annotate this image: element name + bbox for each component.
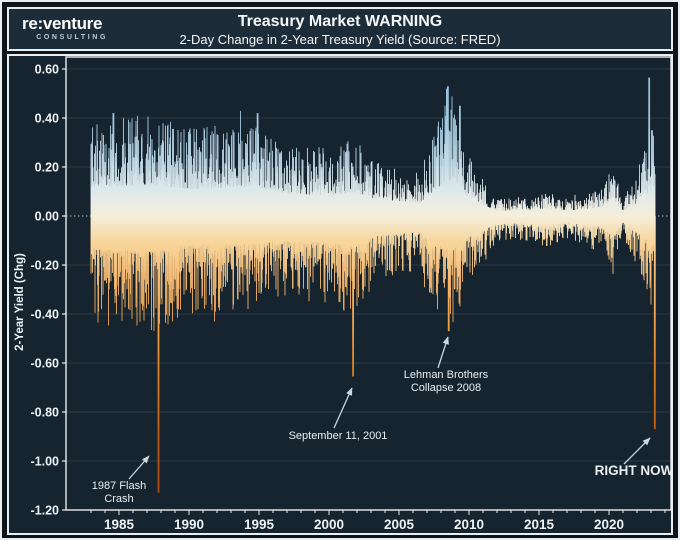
y-tick-label: -0.60 [31,357,60,371]
annotation-arrow [623,437,651,465]
y-tick-label: -1.00 [31,455,60,469]
brand-logo: re:venture CONSULTING [22,15,108,42]
annotation-arrow [333,387,353,429]
y-tick-label: 0.60 [35,63,59,77]
y-tick-label: 0.20 [35,161,59,175]
y-axis-label: 2-Year Yield (Chg) [14,253,26,351]
page-title: Treasury Market WARNING [237,13,443,30]
annotation-label: Lehman Brothers [404,369,489,381]
x-tick-label: 2005 [384,517,415,532]
y-tick-label: -1.20 [31,504,60,518]
event-spike-bars [112,77,656,493]
x-tick-label: 1990 [174,517,204,532]
title-block: Treasury Market WARNING 2-Day Change in … [9,12,671,48]
annotation-arrow [128,455,150,480]
brand-tagline: CONSULTING [36,34,108,41]
yield-change-bars [90,96,656,331]
page-subtitle: 2-Day Change in 2-Year Treasury Yield (S… [179,32,501,47]
annotation-label: Collapse 2008 [411,382,481,394]
annotation-label: September 11, 2001 [289,430,388,442]
annotation-arrow [437,336,449,369]
annotation-label: Crash [104,493,133,505]
x-tick-label: 2020 [594,517,624,532]
yield-chart: 0.60 0.40 0.20 0.00 -0.20 -0.40 -0.60 -0.80 -1.0… [14,56,671,532]
y-tick-label: -0.20 [31,259,60,273]
y-tick-label: -0.80 [31,406,60,420]
y-tick-label: 0.00 [35,210,59,224]
x-tick-label: 2000 [314,517,344,532]
annotation-label: 1987 Flash [92,480,146,492]
x-tick-label: 2010 [454,517,484,532]
brand-name: re:venture [22,14,103,33]
y-tick-label: -0.40 [31,308,60,322]
chart-panel: 0.60 0.40 0.20 0.00 -0.20 -0.40 -0.60 -0.80 -1.0… [7,54,673,535]
x-tick-label: 2015 [524,517,555,532]
plot-frame [65,56,671,511]
x-tick-label: 1995 [244,517,275,532]
annotation-label: RIGHT NOW [595,463,671,478]
y-tick-label: 0.40 [35,112,59,126]
x-tick-label: 1985 [104,517,135,532]
header-panel: re:venture CONSULTING Treasury Market WA… [7,7,673,51]
